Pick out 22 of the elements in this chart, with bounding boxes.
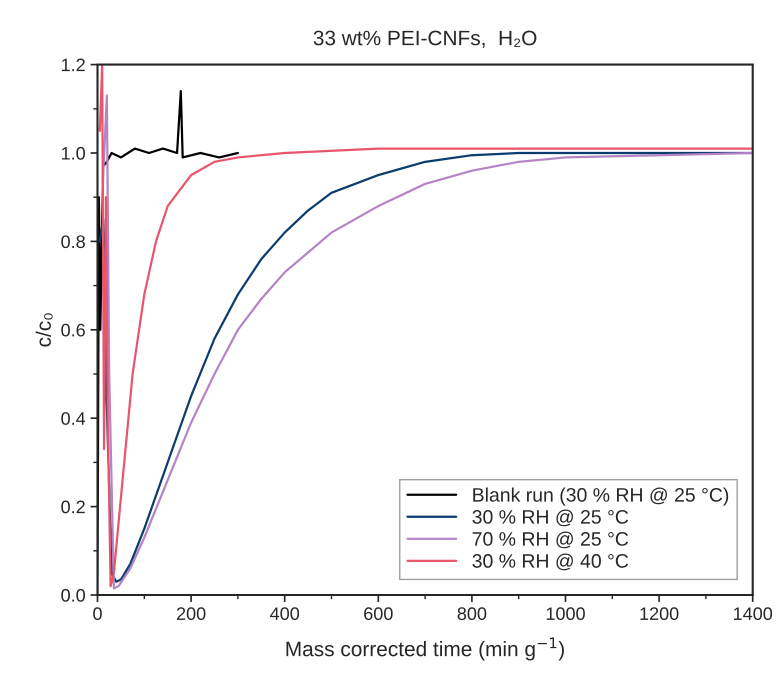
y-tick-label: 1.2: [62, 58, 85, 72]
x-tick-label: 1400: [734, 607, 772, 620]
y-tick-label: 0.4: [61, 412, 86, 425]
x-tick-label: 600: [364, 607, 393, 620]
y-tick-label: 0.8: [61, 235, 85, 248]
y-tick-label: 0.0: [61, 588, 85, 602]
x-tick-label: 800: [458, 607, 486, 620]
x-tick-label: 0: [93, 607, 102, 620]
y-tick-label: 0.6: [61, 324, 85, 337]
legend-label: 30 % RH @ 40 °C: [472, 554, 628, 570]
x-tick-label: 200: [176, 607, 206, 620]
x-tick-label: 1200: [640, 607, 678, 620]
legend-label: 70 % RH @ 25 °C: [472, 532, 628, 548]
legend-label: 30 % RH @ 25 °C: [472, 510, 628, 526]
y-axis-title: c/c₀: [36, 313, 53, 347]
y-tick-label: 0.2: [61, 500, 85, 514]
y-tick-label: 1.0: [62, 146, 85, 160]
x-tick-label: 1000: [546, 607, 585, 620]
legend-label: Blank run (30 % RH @ 25 °C): [473, 487, 728, 506]
chart-title: 33 wt% PEI-CNFs, H₂O: [314, 30, 536, 48]
x-tick-label: 400: [270, 607, 300, 620]
x-axis-title: Mass corrected time (min g$^{−1}$): [286, 638, 564, 660]
